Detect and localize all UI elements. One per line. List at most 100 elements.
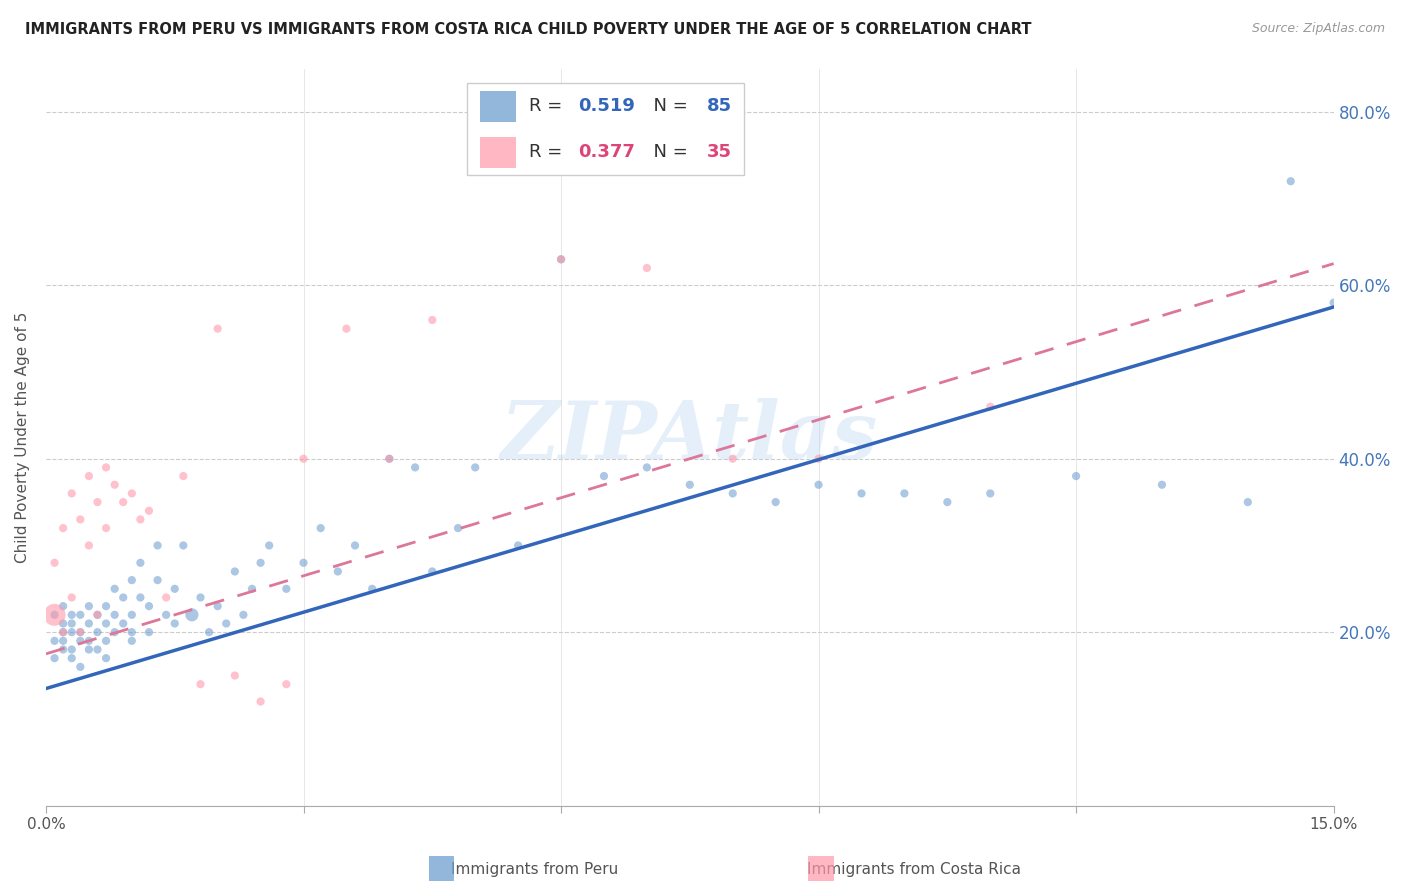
- Point: [190, 591, 212, 605]
- Point: [52, 599, 75, 614]
- Point: [190, 677, 212, 691]
- Point: [146, 573, 169, 587]
- Point: [807, 451, 830, 466]
- Point: [309, 521, 332, 535]
- Text: ZIPAtlas: ZIPAtlas: [501, 399, 879, 475]
- Point: [104, 625, 127, 640]
- Point: [129, 556, 152, 570]
- Point: [121, 625, 143, 640]
- FancyBboxPatch shape: [467, 83, 744, 176]
- Point: [163, 616, 186, 631]
- Point: [60, 591, 83, 605]
- Text: N =: N =: [643, 97, 693, 115]
- Point: [60, 607, 83, 622]
- Point: [343, 538, 366, 552]
- Point: [1323, 295, 1346, 310]
- Point: [77, 616, 100, 631]
- Point: [404, 460, 426, 475]
- Point: [207, 599, 229, 614]
- Point: [593, 469, 616, 483]
- Point: [198, 625, 221, 640]
- Point: [464, 460, 486, 475]
- Point: [807, 477, 830, 491]
- Point: [69, 633, 91, 648]
- Point: [1279, 174, 1302, 188]
- Point: [146, 538, 169, 552]
- Point: [44, 607, 66, 622]
- Point: [77, 642, 100, 657]
- Point: [52, 616, 75, 631]
- Point: [679, 477, 702, 491]
- Point: [94, 651, 117, 665]
- Point: [232, 607, 254, 622]
- Point: [172, 469, 194, 483]
- Text: Immigrants from Peru: Immigrants from Peru: [451, 863, 617, 877]
- Point: [121, 607, 143, 622]
- Point: [52, 521, 75, 535]
- Point: [121, 573, 143, 587]
- Point: [979, 486, 1001, 500]
- Point: [104, 477, 127, 491]
- Point: [112, 591, 135, 605]
- Point: [207, 321, 229, 335]
- Point: [257, 538, 280, 552]
- Point: [292, 556, 315, 570]
- Text: 85: 85: [707, 97, 731, 115]
- Point: [721, 486, 744, 500]
- Point: [44, 633, 66, 648]
- Point: [129, 591, 152, 605]
- Point: [44, 651, 66, 665]
- Point: [138, 625, 160, 640]
- Point: [508, 538, 530, 552]
- Point: [335, 321, 357, 335]
- Point: [1064, 469, 1087, 483]
- Point: [69, 660, 91, 674]
- Point: [936, 495, 959, 509]
- Point: [447, 521, 470, 535]
- Point: [77, 599, 100, 614]
- Text: 0.377: 0.377: [578, 144, 634, 161]
- Point: [121, 486, 143, 500]
- Point: [276, 677, 298, 691]
- Text: R =: R =: [529, 97, 568, 115]
- Point: [77, 538, 100, 552]
- Point: [765, 495, 787, 509]
- Point: [163, 582, 186, 596]
- Point: [129, 512, 152, 526]
- Point: [86, 625, 108, 640]
- Point: [86, 642, 108, 657]
- Text: N =: N =: [643, 144, 693, 161]
- Text: 35: 35: [707, 144, 731, 161]
- Point: [86, 495, 108, 509]
- Point: [86, 607, 108, 622]
- Point: [224, 565, 246, 579]
- Point: [69, 607, 91, 622]
- Point: [893, 486, 915, 500]
- Point: [550, 252, 572, 267]
- Point: [94, 460, 117, 475]
- Point: [94, 633, 117, 648]
- Point: [979, 400, 1001, 414]
- Point: [138, 504, 160, 518]
- Point: [138, 599, 160, 614]
- Point: [69, 625, 91, 640]
- Point: [60, 642, 83, 657]
- Point: [361, 582, 384, 596]
- Point: [326, 565, 349, 579]
- Point: [86, 607, 108, 622]
- Point: [721, 451, 744, 466]
- Point: [240, 582, 263, 596]
- Point: [44, 556, 66, 570]
- Point: [851, 486, 873, 500]
- Point: [172, 538, 194, 552]
- Point: [60, 625, 83, 640]
- Point: [52, 633, 75, 648]
- Point: [77, 633, 100, 648]
- Point: [77, 469, 100, 483]
- Point: [60, 486, 83, 500]
- Point: [155, 591, 177, 605]
- Point: [249, 694, 271, 708]
- Point: [69, 512, 91, 526]
- Point: [104, 607, 127, 622]
- Point: [121, 633, 143, 648]
